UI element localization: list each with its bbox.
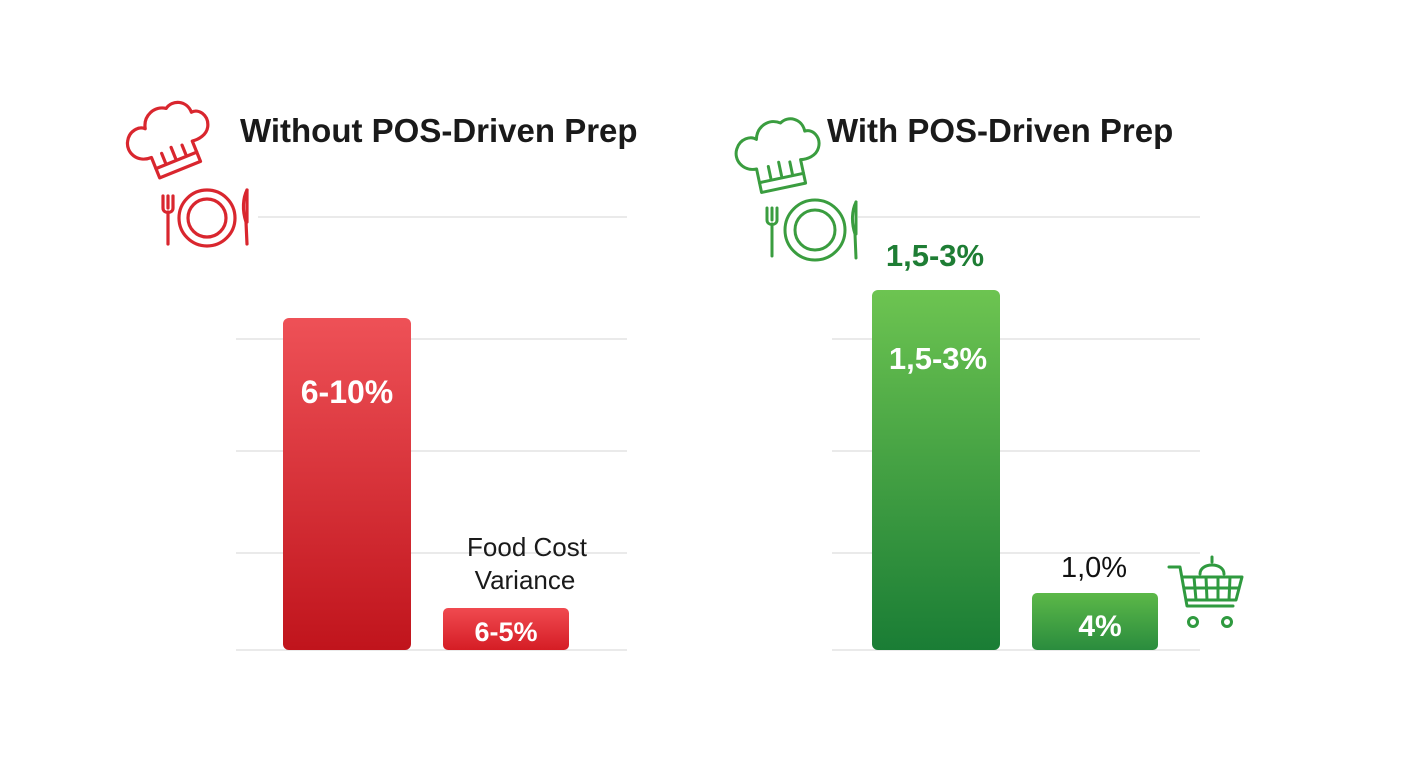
annotation-line-2: Variance — [475, 565, 576, 595]
annotation-line-1: Food Cost — [467, 532, 588, 562]
bar-label: 4% — [1078, 610, 1121, 643]
knife-icon — [851, 200, 858, 260]
chart-title: Without POS-Driven Prep — [240, 112, 638, 149]
chef-hat-icon — [734, 117, 821, 194]
bar-without-small — [443, 608, 569, 650]
chart-title: With POS-Driven Prep — [827, 112, 1173, 149]
panel-without: Without POS-Driven Prep — [125, 100, 638, 651]
bar-with-large — [872, 290, 1000, 650]
knife-icon — [241, 188, 249, 246]
bar-with-small — [1032, 593, 1158, 650]
fork-icon — [765, 206, 779, 258]
plate-icon — [177, 188, 237, 248]
bar-label: 1,5-3% — [889, 341, 987, 376]
fork-icon — [161, 194, 175, 246]
bar-label: 6-5% — [474, 617, 537, 647]
bar-without-large — [283, 318, 411, 650]
chef-hat-icon — [125, 100, 210, 180]
bar-top-label: 1,5-3% — [886, 238, 984, 273]
plate-icon — [783, 198, 847, 262]
chef-hat-plate-cutlery-icon — [125, 100, 249, 248]
panel-with: With POS-Driven Prep — [734, 112, 1244, 651]
shopping-cart-icon — [1167, 555, 1244, 628]
bar-top-label: 1,0% — [1061, 552, 1127, 584]
bar-label: 6-10% — [301, 374, 394, 410]
chef-hat-plate-cutlery-icon — [734, 117, 858, 262]
